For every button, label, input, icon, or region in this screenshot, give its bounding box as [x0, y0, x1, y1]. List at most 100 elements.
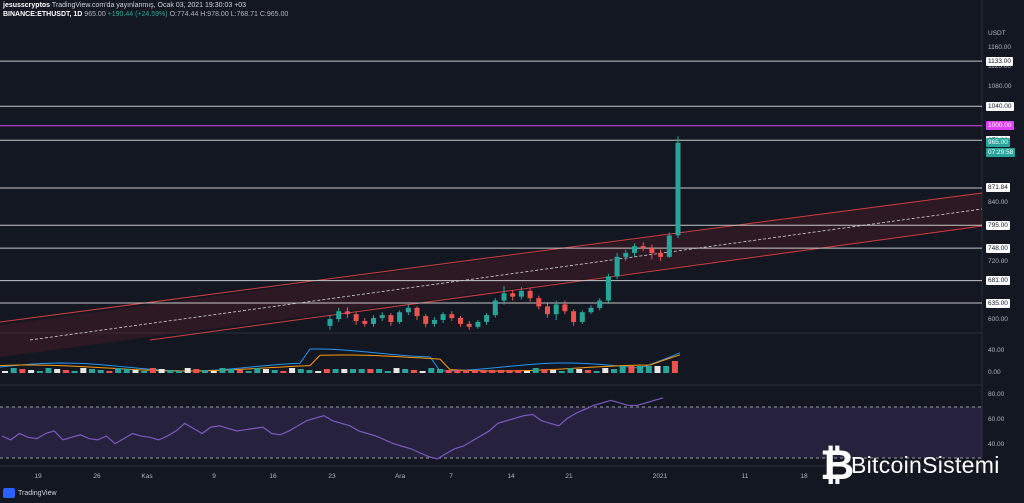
time-tick-label: 11 [741, 473, 749, 480]
volume-bar [132, 370, 139, 373]
volume-bar [376, 369, 383, 373]
volume-bar [602, 368, 609, 373]
candle-body [440, 314, 446, 320]
volume-bar [558, 371, 565, 373]
price-tick-label: 1120.00 [988, 63, 1012, 71]
volume-bar [228, 369, 235, 373]
rsi-tick-label: 80.00 [988, 391, 1005, 398]
candle-body [353, 314, 359, 321]
volume-bar [210, 371, 217, 373]
tradingview-logo[interactable]: TradingView [3, 488, 57, 498]
volume-bar [97, 370, 104, 373]
volume-bar [593, 371, 600, 373]
volume-bar [2, 371, 8, 373]
candle-body [475, 321, 481, 327]
volume-bar [184, 368, 191, 373]
tradingview-icon [3, 488, 15, 498]
candle-body [397, 312, 403, 322]
price-tick-label: 1080.00 [988, 82, 1012, 90]
rsi-tick-label: 60.00 [988, 416, 1005, 423]
volume-bar [62, 370, 69, 373]
candle-body [458, 318, 463, 324]
tradingview-label: TradingView [18, 489, 57, 497]
last-price-header: 965.00 [84, 11, 106, 18]
candle-body [449, 314, 455, 319]
volume-bar [663, 366, 670, 373]
time-tick-label: 18 [800, 473, 808, 480]
brand-name: BitcoinSistemi [851, 451, 1000, 478]
volume-bar [202, 370, 209, 373]
volume-bar [80, 368, 87, 373]
level-tag: 1133.00 [986, 56, 1014, 66]
candle-body [327, 319, 333, 326]
publish-info: jesusscryptos TradingView.com'da yayınla… [3, 2, 246, 9]
candle-body [545, 306, 550, 315]
candle-body [405, 307, 411, 313]
level-tag: 748.00 [986, 243, 1010, 253]
countdown-tag: 07:29:58 [986, 147, 1016, 157]
volume-bar [445, 370, 452, 373]
volume-tick-label: 40.00 [988, 347, 1005, 354]
volume-bar [350, 369, 356, 373]
volume-bar [367, 369, 374, 373]
price-tick-label: 840.00 [988, 199, 1008, 207]
price-tick-label: 720.00 [988, 257, 1008, 265]
volume-bar [611, 369, 617, 373]
candle-body [562, 304, 568, 312]
bitcoinsistemi-watermark: ₿ BitcoinSistemi [817, 440, 1000, 489]
candle-body [510, 293, 516, 297]
bitcoin-icon: ₿ [820, 440, 855, 489]
volume-ma-slow [0, 354, 681, 372]
time-tick-label: 2021 [652, 473, 668, 480]
author-name[interactable]: jesusscryptos [3, 2, 51, 9]
time-tick-label: 14 [507, 473, 515, 480]
candle-body [527, 290, 533, 299]
volume-bar [428, 368, 435, 373]
volume-bar [263, 369, 269, 373]
volume-bar [471, 370, 478, 373]
candle-body [675, 142, 681, 236]
volume-bar [384, 371, 391, 373]
ohlc-values: O:774.44 H:978.00 L:768.71 C:965.00 [169, 11, 289, 18]
volume-ma-fast [0, 348, 681, 372]
volume-tick-label: 0.00 [988, 369, 1001, 376]
price-change: +190.44 (+24.59%) [107, 11, 168, 18]
volume-bar [297, 369, 304, 373]
volume-bar [158, 369, 165, 373]
volume-bar [123, 369, 130, 373]
volume-bar [497, 370, 504, 373]
volume-bar [358, 369, 365, 373]
time-tick-label: 23 [328, 473, 336, 480]
volume-bar [463, 370, 470, 373]
candle-body [640, 246, 646, 249]
candle-body [588, 307, 594, 313]
volume-bar [515, 370, 522, 373]
volume-bar [193, 369, 200, 373]
candle-body [371, 318, 376, 324]
volume-bar [176, 371, 182, 373]
candle-body [666, 235, 672, 257]
volume-bar [628, 366, 635, 373]
volume-bar [671, 361, 678, 373]
volume-bar [10, 368, 17, 373]
candle-body [466, 323, 472, 327]
symbol-info: BINANCE:ETHUSDT, 1D 965.00 +190.44 (+24.… [3, 11, 288, 18]
volume-bar [36, 371, 43, 373]
volume-bar [506, 370, 513, 373]
candle-body [658, 252, 664, 257]
candle-body [431, 320, 437, 324]
volume-bar [54, 369, 61, 373]
channel-lower-line [149, 225, 983, 341]
rsi-line [1, 397, 664, 460]
symbol-name[interactable]: BINANCE:ETHUSDT, 1D [3, 11, 83, 18]
volume-bar [245, 371, 252, 373]
candle-body [484, 315, 490, 322]
candle-body [362, 320, 368, 324]
volume-bar [619, 366, 626, 373]
volume-bar [289, 368, 296, 373]
volume-bar [149, 368, 156, 373]
time-tick-label: 19 [34, 473, 42, 480]
volume-bar [489, 370, 496, 373]
volume-bar [532, 368, 539, 373]
